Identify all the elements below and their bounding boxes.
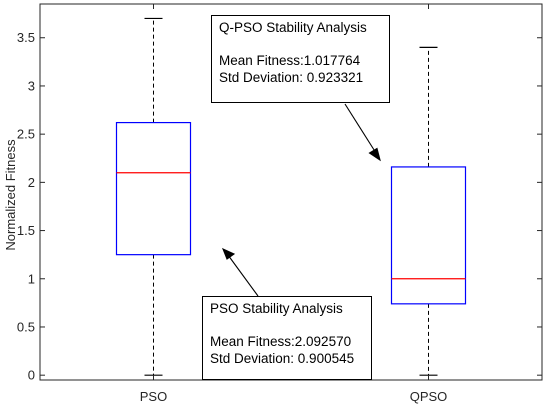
ticks-layer: PSO QPSO 0 0.5 1 1.5 2 2.5 3 3.5 xyxy=(17,4,542,404)
annotation-spacer xyxy=(210,318,364,335)
y-tick-label: 2 xyxy=(28,175,35,190)
qpso-stability-annotation: Q-PSO Stability Analysis Mean Fitness:1.… xyxy=(211,15,390,103)
pso-annotation-title: PSO Stability Analysis xyxy=(210,301,343,316)
pso-annotation-arrow xyxy=(227,254,259,297)
y-tick-label: 1 xyxy=(28,271,35,286)
x-tick-label-pso: PSO xyxy=(140,389,167,404)
y-tick-label: 0.5 xyxy=(17,319,35,334)
pso-stability-annotation: PSO Stability Analysis Mean Fitness:2.09… xyxy=(202,296,372,380)
plot-frame xyxy=(39,3,543,381)
y-tick-label: 2.5 xyxy=(17,127,35,142)
y-tick-label: 3 xyxy=(28,78,35,93)
boxes-layer xyxy=(115,17,467,376)
y-tick-label: 0 xyxy=(28,368,35,383)
pso-std-deviation: Std Deviation: 0.900545 xyxy=(210,350,355,366)
y-axis-label: Normalized Fitness xyxy=(3,139,18,251)
y-tick-label: 3.5 xyxy=(17,30,35,45)
qpso-annotation-arrow xyxy=(344,103,377,154)
pso-box xyxy=(115,121,192,256)
pso-arrow-head xyxy=(221,247,236,260)
qpso-mean-fitness: Mean Fitness:1.017764 xyxy=(219,53,361,68)
pso-box-group xyxy=(115,17,192,376)
qpso-annotation-title: Q-PSO Stability Analysis xyxy=(219,20,367,35)
x-tick-label-qpso: QPSO xyxy=(410,389,448,404)
y-tick-label: 1.5 xyxy=(17,223,35,238)
qpso-box-group xyxy=(390,46,467,376)
pso-mean-fitness: Mean Fitness:2.092570 xyxy=(210,334,352,349)
annotation-spacer xyxy=(219,37,382,54)
qpso-box xyxy=(390,166,467,305)
annotation-arrows xyxy=(221,103,381,297)
qpso-std-deviation: Std Deviation: 0.923321 xyxy=(219,69,364,85)
qpso-arrow-head xyxy=(368,147,381,162)
